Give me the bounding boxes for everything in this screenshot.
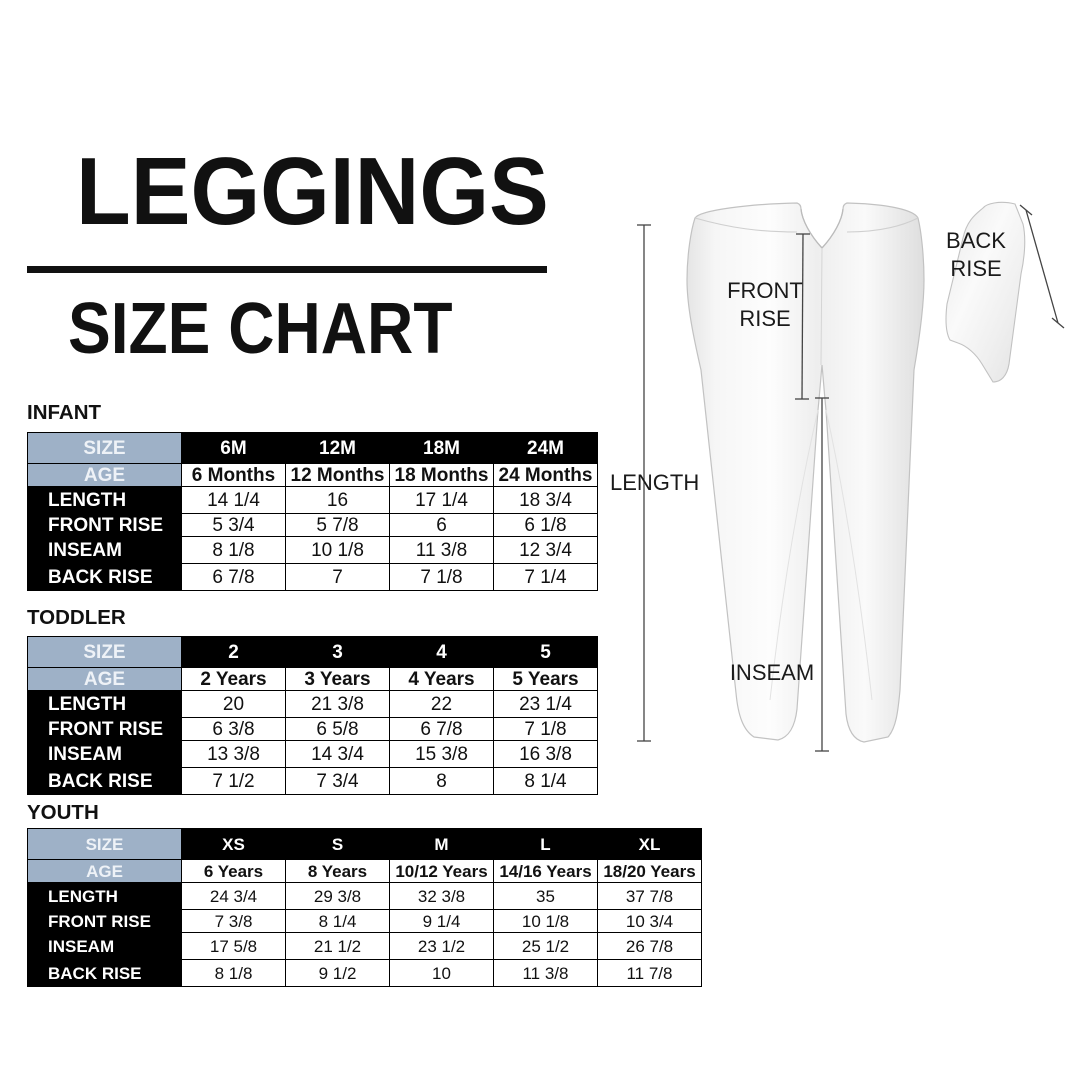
svg-text:INSEAM: INSEAM (730, 660, 814, 685)
svg-text:BACK: BACK (946, 228, 1006, 253)
svg-text:FRONT: FRONT (727, 278, 803, 303)
svg-text:RISE: RISE (950, 256, 1001, 281)
svg-text:RISE: RISE (739, 306, 790, 331)
svg-text:LENGTH: LENGTH (610, 470, 699, 495)
